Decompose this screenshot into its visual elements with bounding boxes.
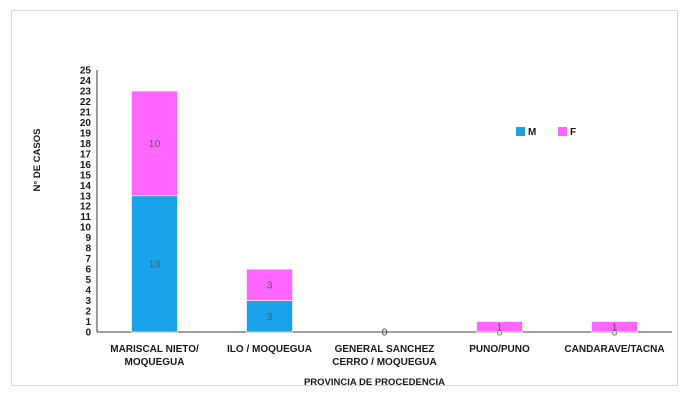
y-tick-label: 17 xyxy=(80,149,92,160)
y-tick-label: 24 xyxy=(80,76,92,87)
legend-swatch-m xyxy=(516,127,525,136)
y-tick-label: 12 xyxy=(80,202,92,213)
data-label: 13 xyxy=(149,258,161,270)
category-label: MARISCAL NIETO/MOQUEGUA xyxy=(110,344,199,368)
y-tick-label: 9 xyxy=(85,233,91,244)
y-tick-label: 7 xyxy=(85,254,91,265)
y-tick-label: 13 xyxy=(80,191,92,202)
data-label: 3 xyxy=(267,311,273,323)
category-label: PUNO/PUNO xyxy=(469,344,530,355)
y-tick-label: 0 xyxy=(85,328,91,339)
y-tick-label: 6 xyxy=(85,265,91,276)
category-label: ILO / MOQUEGUA xyxy=(227,344,312,355)
y-tick-label: 1 xyxy=(85,317,91,328)
y-axis-title: N° DE CASOS xyxy=(32,129,43,192)
data-label: 3 xyxy=(267,279,273,291)
y-tick-label: 3 xyxy=(85,296,91,307)
y-tick-label: 16 xyxy=(80,160,92,171)
y-tick-label: 20 xyxy=(80,118,92,129)
y-tick-label: 4 xyxy=(85,286,91,297)
y-tick-label: 15 xyxy=(80,170,92,181)
y-tick-label: 19 xyxy=(80,128,92,139)
data-label: 1 xyxy=(612,321,618,333)
y-tick-label: 14 xyxy=(80,181,92,192)
y-tick-label: 22 xyxy=(80,97,92,108)
legend-label: M xyxy=(528,127,536,138)
y-tick-label: 2 xyxy=(85,307,91,318)
category-label: GENERAL SANCHEZ CERRO / MOQUEGUA xyxy=(332,344,436,368)
y-tick-label: 23 xyxy=(80,86,92,97)
data-label: 1 xyxy=(497,321,503,333)
y-tick-label: 5 xyxy=(85,275,91,286)
y-tick-label: 21 xyxy=(80,107,92,118)
category-label: CANDARAVE/TACNA xyxy=(564,344,664,355)
y-tick-label: 11 xyxy=(80,212,91,223)
category-labels: MARISCAL NIETO/MOQUEGUA ILO / MOQUEGUA GEN… xyxy=(110,344,664,368)
y-tick-label: 18 xyxy=(80,139,92,150)
y-tick-label: 10 xyxy=(80,223,92,234)
legend-label: F xyxy=(570,127,576,138)
data-label: 0 xyxy=(382,327,388,339)
data-label: 10 xyxy=(149,138,161,150)
y-tick-label: 8 xyxy=(85,244,91,255)
y-axis-ticks: 0123456789101112131415161718192021222324… xyxy=(80,66,92,339)
legend-swatch-f xyxy=(558,127,567,136)
y-tick-label: 25 xyxy=(80,66,92,77)
x-axis-title: PROVINCIA DE PROCEDENCIA xyxy=(304,377,445,388)
